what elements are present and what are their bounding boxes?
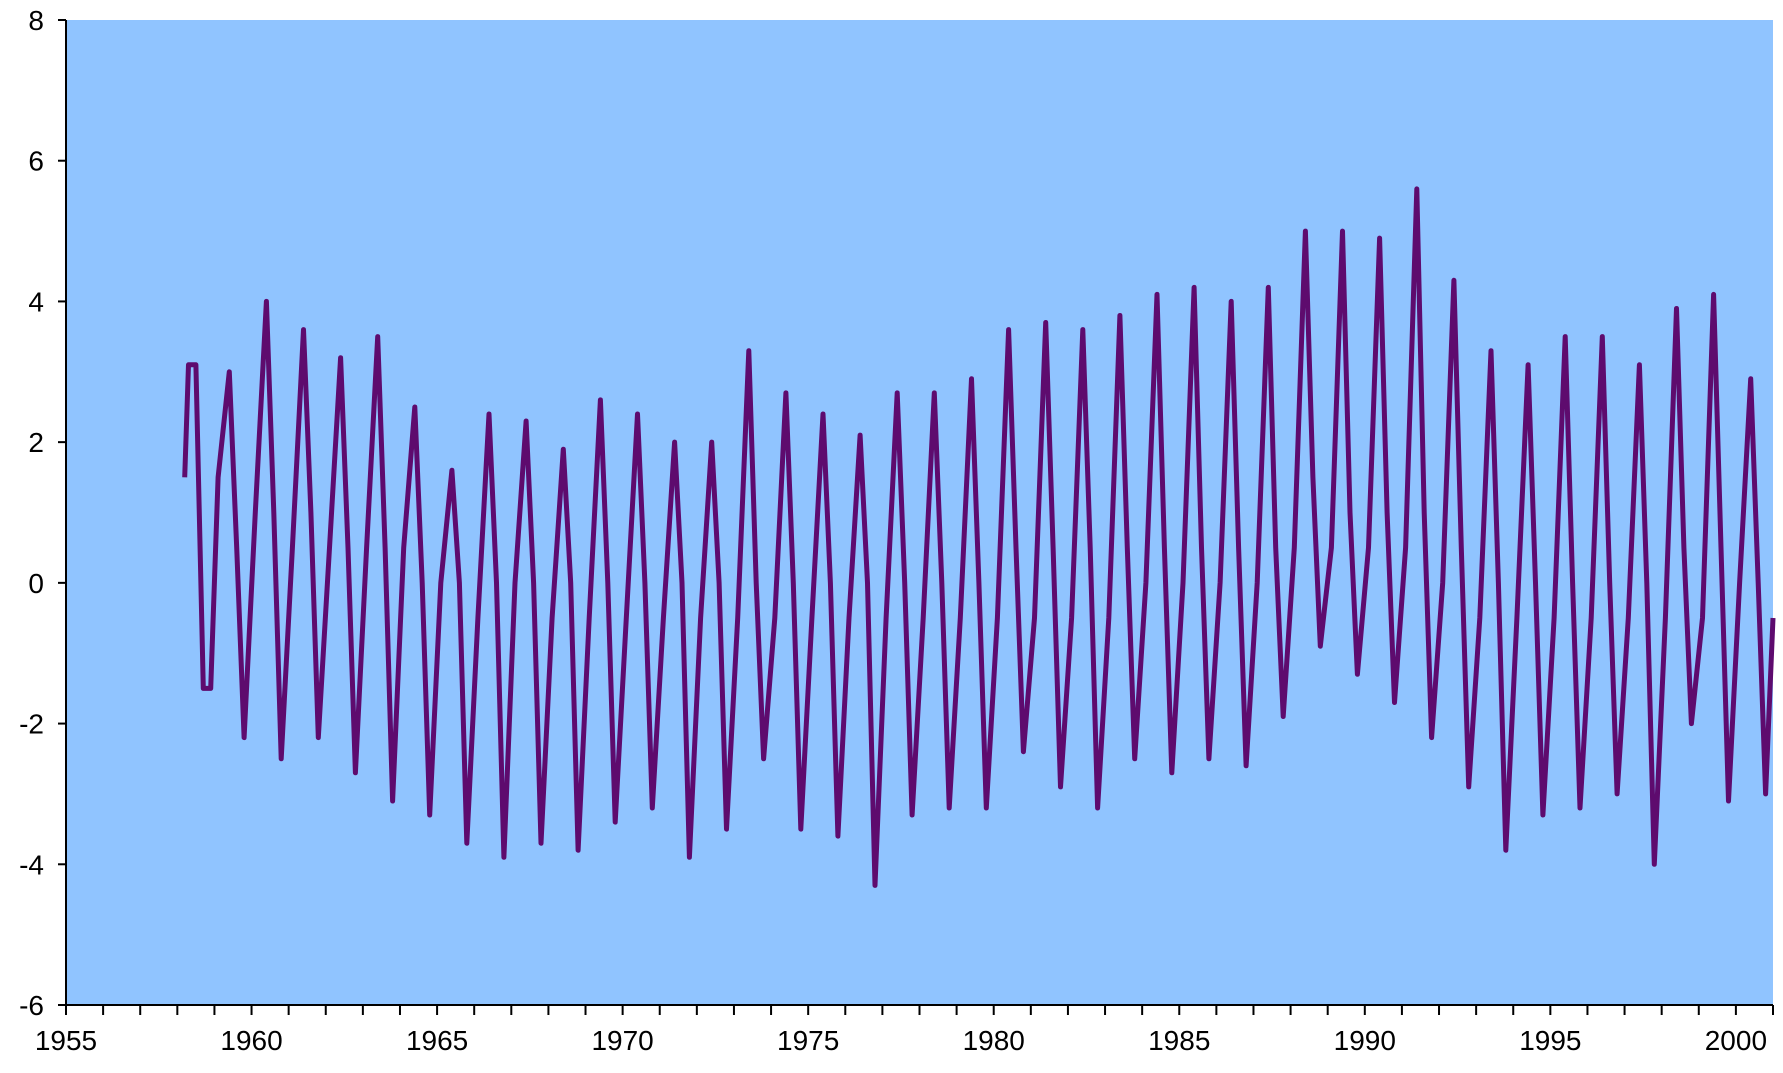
- x-tick-label: 1980: [963, 1025, 1025, 1056]
- x-tick-label: 1965: [406, 1025, 468, 1056]
- x-tick-label: 1975: [777, 1025, 839, 1056]
- x-tick-label: 1955: [35, 1025, 97, 1056]
- y-tick-label: -6: [19, 990, 44, 1021]
- x-tick-label: 1990: [1334, 1025, 1396, 1056]
- y-tick-label: -2: [19, 709, 44, 740]
- axes-layer: -6 -4 -2 0 2 4 6 8 1955 1960 1965 1970 1975 1980 1985 1…: [19, 5, 1774, 1056]
- x-tick-label: 1985: [1148, 1025, 1210, 1056]
- x-tick-label: 1960: [220, 1025, 282, 1056]
- plot-area: [66, 20, 1773, 1005]
- series-line-0: [182, 186, 1776, 888]
- x-tick-label: 2000: [1705, 1025, 1767, 1056]
- x-tick-label: 1995: [1519, 1025, 1581, 1056]
- y-tick-label: 6: [28, 146, 44, 177]
- series-layer: [182, 186, 1776, 888]
- x-tick-label: 1970: [591, 1025, 653, 1056]
- y-tick-label: 4: [28, 286, 44, 317]
- y-tick-label: -4: [19, 849, 44, 880]
- y-tick-label: 0: [28, 568, 44, 599]
- y-tick-label: 2: [28, 427, 44, 458]
- y-tick-label: 8: [28, 5, 44, 36]
